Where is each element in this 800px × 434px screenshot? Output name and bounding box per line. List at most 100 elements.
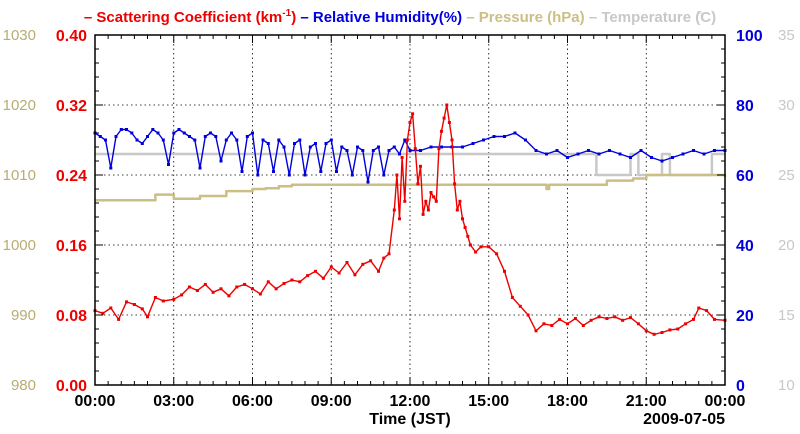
relative-humidity-point (224, 138, 228, 142)
relative-humidity-point (534, 149, 538, 152)
x-tick-label: 15:00 (468, 393, 509, 410)
humidity-tick-label: 100 (736, 28, 763, 45)
scattering-coefficient-point (442, 116, 446, 120)
relative-humidity-point (109, 166, 113, 170)
scattering-coefficient-point (421, 212, 425, 216)
x-axis-title: Time (JST) (369, 411, 451, 428)
scattering-coefficient-point (298, 280, 302, 284)
pressure-tick-label: 1030 (3, 27, 36, 44)
scattering-coefficient-point (274, 287, 278, 291)
legend-temp-dash: – (585, 9, 602, 26)
scattering-coefficient-point (629, 316, 632, 320)
x-tick-label: 18:00 (547, 393, 588, 410)
relative-humidity-point (209, 131, 212, 135)
scattering-coefficient-point (203, 282, 207, 286)
scattering-coefficient-point (461, 217, 464, 221)
scattering-coefficient-point (398, 217, 401, 221)
relative-humidity-point (408, 149, 412, 152)
relative-humidity-point (471, 142, 475, 145)
relative-humidity-point (308, 145, 312, 149)
relative-humidity-point (172, 131, 176, 135)
scattering-coefficient-point (426, 208, 430, 212)
legend-scat-dash: – (84, 9, 97, 26)
scattering-coefficient-point (676, 327, 680, 331)
scattering-coefficient-point (705, 309, 709, 313)
scattering-coefficient-point (468, 243, 472, 247)
relative-humidity-point (419, 149, 422, 152)
scattering-coefficient-point (132, 303, 136, 306)
humidity-series (93, 128, 727, 184)
scattering-coefficient-point (466, 234, 470, 238)
relative-humidity-point (545, 152, 548, 156)
relative-humidity-point (482, 138, 485, 142)
relative-humidity-point (461, 145, 464, 149)
x-tick-label: 00:00 (75, 393, 116, 410)
relative-humidity-point (345, 149, 349, 152)
humidity-tick-label: 0 (736, 378, 745, 395)
relative-humidity-point (245, 135, 249, 138)
relative-humidity-point (671, 156, 674, 159)
scattering-coefficient-point (345, 261, 349, 264)
pressure-series (95, 173, 727, 202)
scattering-coefficient-point (109, 306, 113, 310)
scattering-coefficient-point (692, 317, 695, 321)
relative-humidity-point (140, 142, 144, 145)
scattering-coefficient-point (450, 138, 454, 142)
relative-humidity-point (366, 180, 370, 184)
scattering-tick-label: 0.32 (56, 98, 87, 115)
scattering-coefficient-point (440, 129, 443, 133)
relative-humidity-point (293, 142, 296, 145)
scattering-coefficient-point (644, 329, 648, 333)
x-tick-label: 00:00 (705, 393, 746, 410)
relative-humidity-point (230, 131, 233, 135)
scattering-coefficient-point (510, 296, 514, 299)
scattering-coefficient-point (172, 297, 176, 301)
relative-humidity-point (629, 156, 632, 159)
relative-humidity-point (492, 135, 496, 138)
relative-humidity-point (287, 173, 291, 177)
humidity-tick-label: 60 (736, 168, 754, 185)
scattering-coefficient-point (235, 285, 239, 289)
relative-humidity-point (104, 138, 107, 142)
scattering-coefficient-point (432, 195, 436, 199)
relative-humidity-point (429, 145, 433, 149)
relative-humidity-point (513, 131, 517, 135)
scattering-tick-label: 0.40 (56, 28, 87, 45)
pressure-tick-label: 1020 (3, 97, 36, 114)
legend-pres-dash: – (462, 9, 479, 26)
scattering-coefficient-point (117, 317, 121, 321)
relative-humidity-point (555, 149, 559, 152)
scattering-coefficient-point (713, 317, 716, 321)
scattering-coefficient-point (392, 208, 396, 212)
relative-humidity-point (266, 142, 270, 145)
scattering-coefficient-point (101, 311, 105, 315)
relative-humidity-point (398, 152, 401, 156)
scattering-coefficient-point (243, 282, 247, 286)
scattering-coefficient-point (369, 259, 373, 263)
scattering-coefficient-point (487, 245, 491, 249)
relative-humidity-point (650, 156, 653, 159)
scattering-coefficient-point (463, 226, 467, 229)
scattering-coefficient-point (558, 317, 562, 321)
relative-humidity-point (261, 138, 265, 142)
relative-humidity-point (156, 131, 160, 135)
scattering-coefficient-point (408, 121, 412, 124)
relative-humidity-point (387, 149, 391, 152)
scattering-coefficient-point (597, 315, 601, 319)
scattering-series (93, 103, 727, 336)
scattering-coefficient-point (495, 252, 499, 256)
temperature-tick-label: 15 (778, 307, 795, 324)
relative-humidity-point (324, 142, 328, 145)
scattering-coefficient-point (400, 156, 404, 159)
scattering-coefficient-point (153, 296, 157, 299)
date-label: 2009-07-05 (643, 411, 725, 428)
scattering-coefficient-point (526, 313, 530, 317)
scattering-coefficient-point (636, 322, 640, 326)
relative-humidity-point (319, 170, 323, 173)
scattering-coefficient-point (337, 271, 341, 275)
relative-humidity-point (314, 142, 317, 145)
legend-pres-label: Pressure (hPa) (479, 9, 585, 26)
x-tick-label: 06:00 (232, 393, 273, 410)
relative-humidity-point (298, 138, 302, 142)
relative-humidity-point (361, 149, 365, 152)
